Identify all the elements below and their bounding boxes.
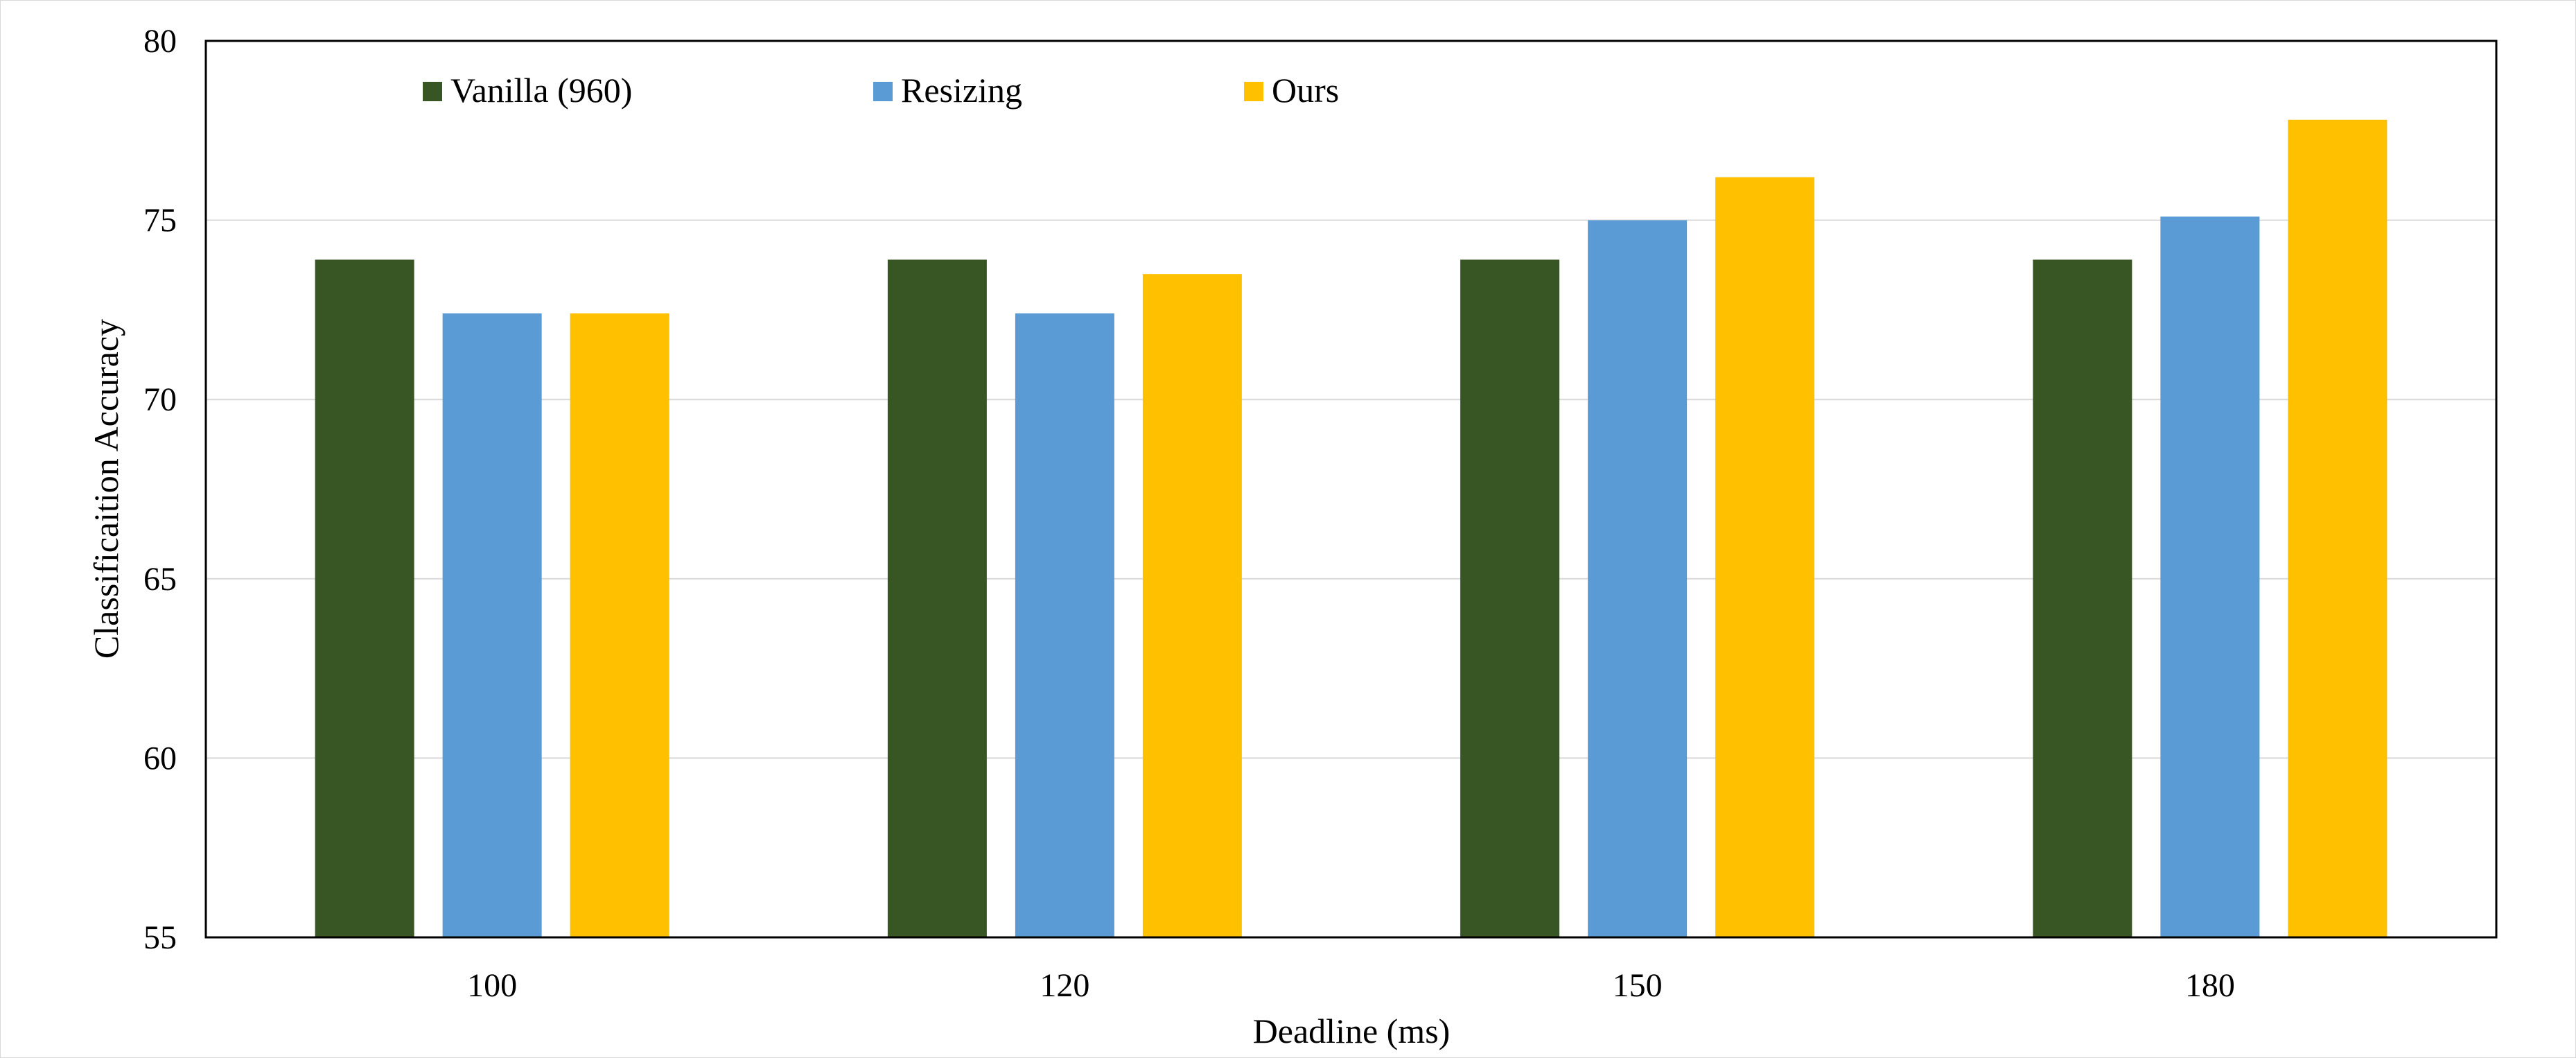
bar-ours-120 [1142, 274, 1242, 937]
bar-ours-180 [2288, 119, 2387, 938]
bar-vanilla-960-150 [1460, 259, 1560, 937]
bars [315, 119, 2387, 938]
legend-swatch [423, 82, 442, 101]
x-tick-label: 100 [467, 967, 517, 1004]
y-tick-label: 65 [143, 561, 177, 598]
y-tick-label: 70 [143, 381, 177, 418]
bar-vanilla-960-120 [887, 259, 987, 937]
y-tick-label: 60 [143, 740, 177, 777]
bar-resizing-120 [1015, 313, 1114, 937]
y-tick-label: 55 [143, 919, 177, 956]
y-axis-ticks: 55 60 65 70 75 80 [143, 23, 177, 956]
y-tick-label: 80 [143, 23, 177, 60]
bar-resizing-150 [1588, 220, 1688, 938]
y-axis-title: Classificaition Accuracy [87, 319, 125, 659]
x-tick-label: 120 [1040, 967, 1089, 1004]
bar-resizing-180 [2160, 216, 2260, 938]
x-axis-ticks: 100 120 150 180 [467, 967, 2235, 1004]
bar-ours-150 [1715, 177, 1815, 937]
legend: Vanilla (960) Resizing Ours [423, 71, 1339, 110]
bar-ours-100 [570, 313, 669, 937]
bar-vanilla-960-100 [315, 259, 414, 937]
plot-area-border [204, 40, 2498, 939]
y-tick-label: 75 [143, 202, 177, 239]
legend-swatch [1244, 82, 1263, 101]
legend-label: Vanilla (960) [450, 71, 632, 110]
x-axis-title: Deadline (ms) [1253, 1012, 1451, 1050]
x-tick-label: 180 [2185, 967, 2235, 1004]
legend-label: Ours [1272, 71, 1339, 110]
x-tick-label: 150 [1613, 967, 1663, 1004]
legend-label: Resizing [901, 71, 1022, 110]
bar-vanilla-960-180 [2033, 259, 2132, 937]
legend-swatch [873, 82, 893, 101]
gridlines [206, 219, 2496, 759]
bar-resizing-100 [442, 313, 542, 937]
